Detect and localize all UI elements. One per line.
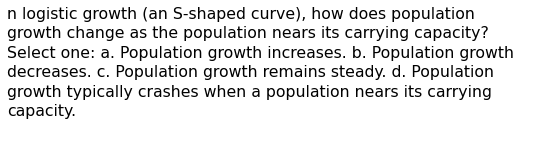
Text: n logistic growth (an S-shaped curve), how does population
growth change as the : n logistic growth (an S-shaped curve), h… [7, 7, 514, 119]
